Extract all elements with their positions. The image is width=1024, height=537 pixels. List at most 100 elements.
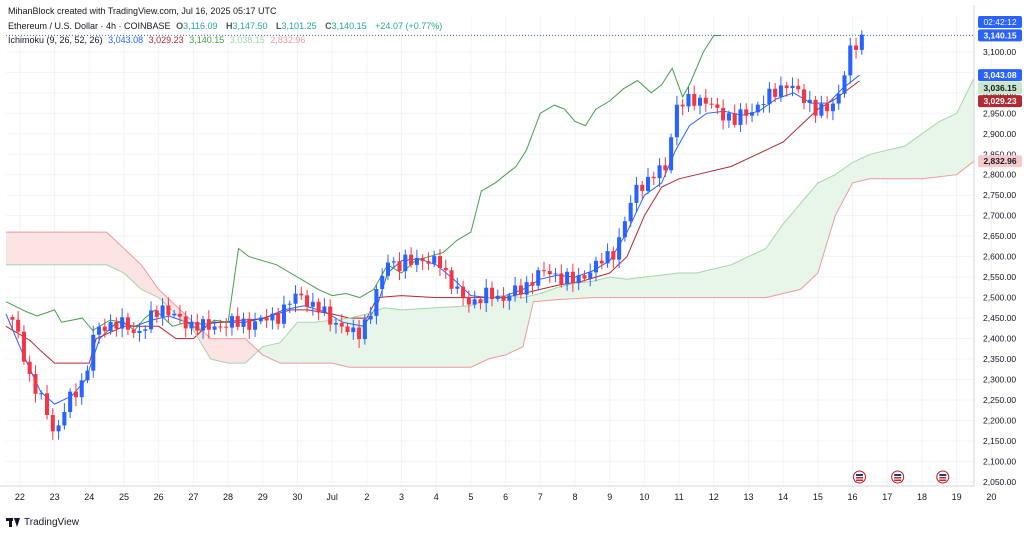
time-axis-tick-label: 11 (674, 492, 683, 502)
candle (848, 37, 853, 84)
candle-body (351, 327, 356, 333)
candle (582, 270, 587, 282)
time-axis-tick-label: 3 (399, 492, 404, 502)
candle (842, 71, 847, 98)
price-label-bg (978, 82, 1022, 95)
candle-body (617, 237, 622, 260)
candle-body (85, 370, 90, 381)
candle-body (680, 104, 685, 107)
candle-body (68, 391, 73, 412)
candle-body (807, 99, 812, 103)
candle-body (715, 104, 720, 108)
candle-body (97, 326, 102, 335)
candle (420, 254, 425, 271)
candle-body (825, 103, 830, 112)
time-axis-tick-label: 19 (952, 492, 962, 502)
candle (310, 292, 315, 316)
candle-body (229, 316, 234, 328)
event-flag-icon (936, 470, 950, 484)
candle (333, 317, 338, 334)
candle (455, 277, 460, 294)
candle-body (802, 89, 807, 103)
candle (45, 384, 50, 420)
candle (738, 103, 743, 133)
candle-body (703, 97, 708, 104)
candle-body (778, 85, 783, 97)
indicator-line: Ichimoku (9, 26, 52, 26) 3,043.08 3,029.… (8, 35, 308, 45)
time-axis-tick-label: 23 (50, 492, 60, 502)
time-axis-tick-label: 12 (709, 492, 719, 502)
candle-body (507, 295, 512, 301)
footer-brand[interactable]: TradingView (6, 517, 79, 528)
event-flag-icon (891, 470, 905, 484)
candle-body (299, 293, 304, 296)
candle (466, 290, 471, 313)
candle (784, 82, 789, 97)
candle (750, 103, 755, 123)
ohlc-change: +24.07 (+0.77%) (375, 21, 443, 31)
candle-body (674, 104, 679, 138)
candle-body (478, 299, 483, 304)
price-label-text: 3,029.23 (983, 96, 1016, 106)
time-axis-tick-label: 29 (258, 492, 268, 502)
candle-body (484, 287, 489, 304)
price-axis-tick-label: 2,350.00 (983, 354, 1016, 364)
candle-body (651, 176, 656, 179)
candle (559, 264, 564, 288)
price-axis-tick-label: 2,500.00 (983, 293, 1016, 303)
time-axis-tick-label: 26 (154, 492, 164, 502)
candle (524, 276, 529, 303)
candle-body (692, 93, 697, 106)
candle (287, 300, 292, 313)
price-label-text: 2,832.96 (983, 156, 1016, 166)
candle (125, 312, 130, 335)
candle-body (501, 295, 506, 301)
candle (449, 267, 454, 295)
countdown-text: 02:42:12 (983, 17, 1016, 27)
symbol-title[interactable]: Ethereum / U.S. Dollar · 4h · COINBASE (8, 21, 171, 31)
candle (131, 321, 136, 338)
candle-body (461, 286, 466, 298)
candle-body (339, 323, 344, 327)
candle-body (570, 271, 575, 284)
candle-body (686, 93, 691, 107)
candle (154, 305, 159, 324)
candle-body (39, 393, 44, 395)
candle-body (206, 319, 211, 330)
candle (218, 319, 223, 332)
candle (547, 264, 552, 283)
indicator-value-span-a: 3,038.15 (229, 35, 265, 45)
time-axis-tick-label: 20 (986, 492, 996, 502)
candle (530, 273, 535, 295)
candle (345, 322, 350, 336)
ohlc-open: O3,116.09 (176, 21, 218, 31)
candle-body (385, 262, 390, 276)
countdown-badge: 02:42:12 (978, 16, 1022, 28)
candle (276, 307, 281, 330)
indicator-name[interactable]: Ichimoku (9, 26, 52, 26) (8, 35, 103, 45)
candle-body (530, 282, 535, 286)
candle-body (663, 165, 668, 171)
candle (258, 314, 263, 325)
event-flag-icon (853, 470, 867, 484)
candle-body (582, 275, 587, 279)
time-axis-tick-label: 28 (223, 492, 233, 502)
candle-body (848, 45, 853, 76)
candle (143, 325, 148, 340)
candle (235, 307, 240, 331)
tradingview-logo-icon (6, 518, 20, 527)
leading-span-a (6, 77, 975, 364)
candle-body (264, 317, 269, 321)
indicator-value-base: 3,029.23 (148, 35, 184, 45)
candle (299, 286, 304, 300)
event-flag-band (856, 477, 864, 479)
candle-body (247, 318, 252, 330)
candle-body (588, 272, 593, 279)
candle (807, 90, 812, 112)
price-axis-tick-label: 2,600.00 (983, 252, 1016, 262)
candle (403, 249, 408, 279)
candle (85, 365, 90, 384)
candle-body (466, 297, 471, 305)
